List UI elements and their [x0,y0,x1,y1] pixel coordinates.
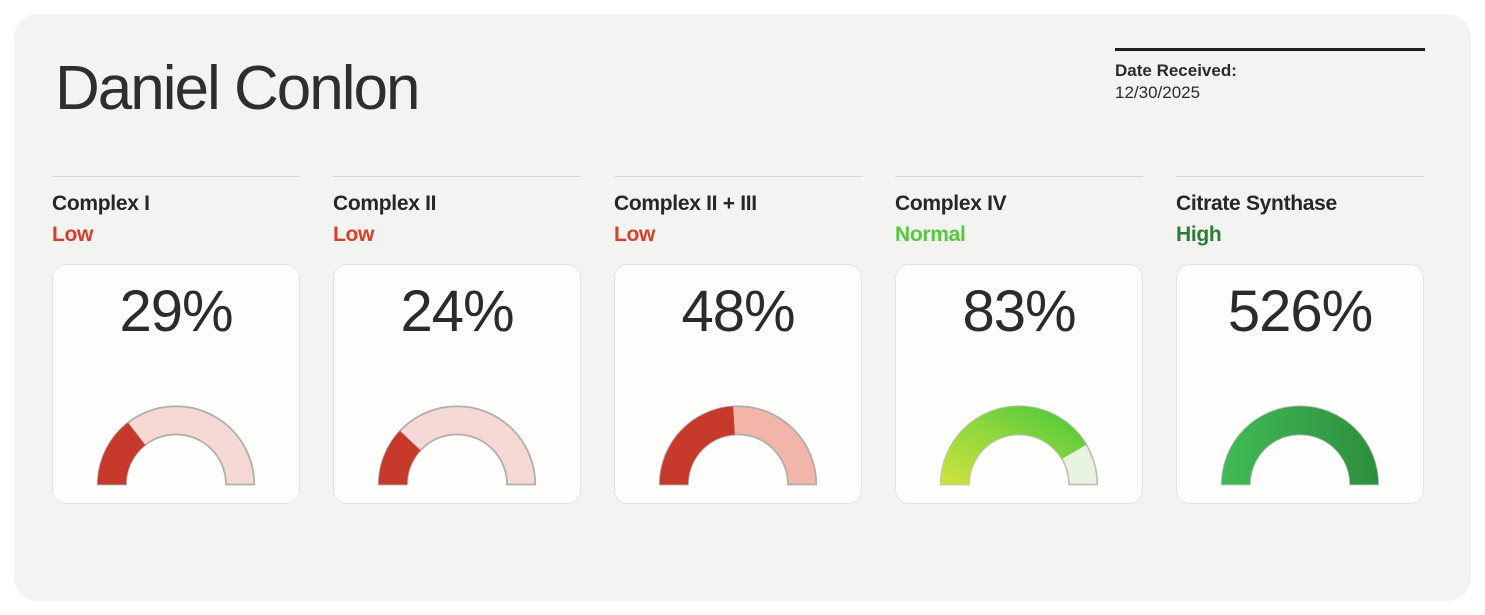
metric-complex-i: Complex I Low 29% [52,176,300,504]
metric-label: Complex I [52,192,150,215]
gauge-value: 29% [119,279,233,344]
date-received-value: 12/30/2025 [1115,83,1201,103]
metric-complex-ii-iii: Complex II + III Low 48% [614,176,862,504]
status-badge: High [1176,223,1222,246]
semicircle-gauge [647,388,829,490]
gauge-card: 29% [52,264,300,504]
gauge-value: 24% [400,279,514,344]
semicircle-gauge [1209,388,1391,490]
status-badge: Normal [895,223,966,246]
semicircle-gauge [85,388,267,490]
date-received-block: Date Received: 12/30/2025 [1115,48,1425,104]
gauge-card: 24% [333,264,581,504]
metric-label: Complex II + III [614,192,757,215]
gauge-card: 83% [895,264,1143,504]
metrics-grid: Complex I Low 29% Complex II Low 24% Com… [14,176,1471,504]
semicircle-gauge [928,388,1110,490]
gauge-card: 48% [614,264,862,504]
status-badge: Low [52,223,94,246]
report-header: Daniel Conlon Date Received: 12/30/2025 [14,14,1471,120]
report-panel: Daniel Conlon Date Received: 12/30/2025 … [14,14,1471,601]
metric-complex-iv: Complex IV Normal 83% [895,176,1143,504]
metric-label: Complex IV [895,192,1007,215]
metric-citrate-synthase: Citrate Synthase High 526% [1176,176,1424,504]
patient-name: Daniel Conlon [55,54,420,123]
date-received-label: Date Received: [1115,61,1237,80]
metric-label: Complex II [333,192,437,215]
gauge-value: 48% [681,279,795,344]
metric-label: Citrate Synthase [1176,192,1337,215]
status-badge: Low [614,223,656,246]
status-badge: Low [333,223,375,246]
gauge-value: 526% [1227,279,1373,344]
gauge-value: 83% [962,279,1076,344]
gauge-card: 526% [1176,264,1424,504]
semicircle-gauge [366,388,548,490]
metric-complex-ii: Complex II Low 24% [333,176,581,504]
